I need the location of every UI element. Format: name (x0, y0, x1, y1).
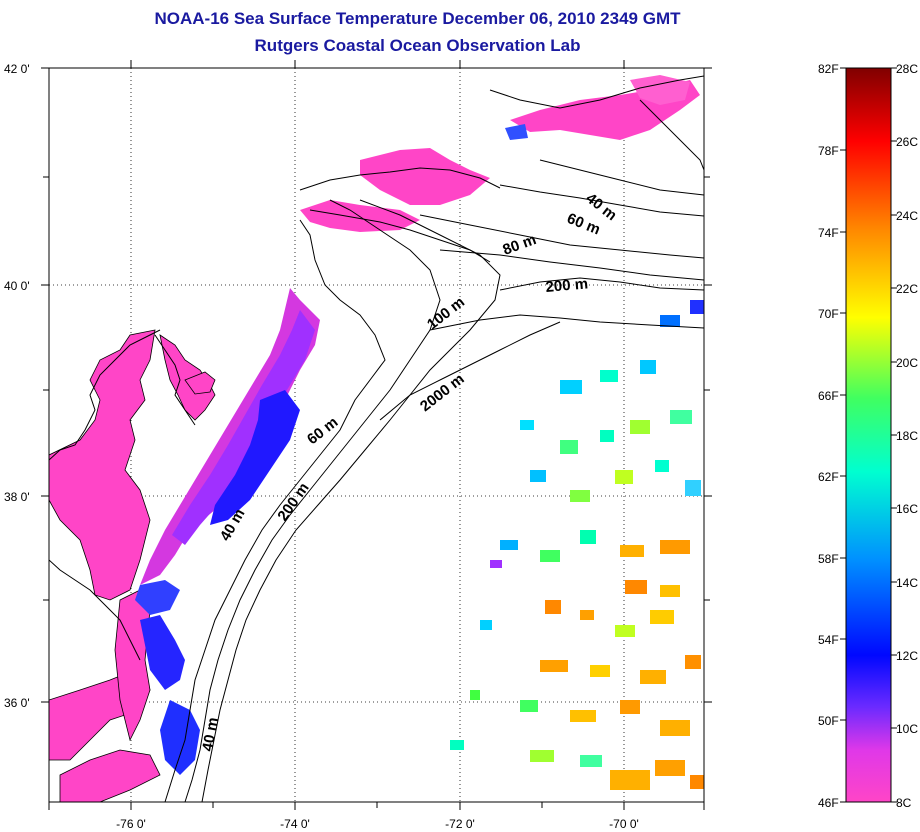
colorbar: 82F 78F 74F 70F 66F 62F 58F 54F 50F 46F … (818, 62, 918, 810)
colorbar-f-label: 70F (818, 307, 839, 321)
colorbar-f-label: 46F (818, 796, 839, 810)
colorbar-f-label: 78F (818, 144, 839, 158)
coastal-sst-band (135, 68, 700, 775)
colorbar-c-label: 20C (896, 356, 918, 370)
map-title: NOAA-16 Sea Surface Temperature December… (154, 9, 681, 28)
longitude-labels: -76 0' -74 0' -72 0' -70 0' (116, 817, 639, 831)
colorbar-c-label: 10C (896, 722, 918, 736)
latitude-labels: 42 0' 40 0' 38 0' 36 0' (4, 62, 30, 710)
contour-label: 40 m (199, 716, 222, 753)
colorbar-c-label: 26C (896, 135, 918, 149)
colorbar-f-label: 54F (818, 633, 839, 647)
colorbar-c-label: 16C (896, 502, 918, 516)
colorbar-ticks (840, 67, 897, 803)
map-ticks (41, 60, 712, 810)
bays-cold-water (49, 329, 216, 802)
colorbar-f-label: 50F (818, 714, 839, 728)
contour-label: 200 m (545, 275, 589, 296)
colorbar-gradient (845, 67, 892, 803)
colorbar-f-label: 74F (818, 226, 839, 240)
lat-label: 36 0' (4, 696, 30, 710)
offshore-sst-patches (450, 300, 704, 790)
map-subtitle: Rutgers Coastal Ocean Observation Lab (254, 36, 581, 55)
colorbar-c-label: 22C (896, 282, 918, 296)
colorbar-c-labels: 28C 26C 24C 22C 20C 18C 16C 14C 12C 10C … (896, 62, 918, 810)
colorbar-f-label: 66F (818, 389, 839, 403)
colorbar-f-labels: 82F 78F 74F 70F 66F 62F 58F 54F 50F 46F (818, 62, 839, 810)
colorbar-c-label: 12C (896, 649, 918, 663)
lat-label: 38 0' (4, 490, 30, 504)
lat-label: 42 0' (4, 62, 30, 76)
colorbar-c-label: 14C (896, 576, 918, 590)
coastline-and-isobaths (49, 75, 704, 802)
lon-label: -76 0' (116, 817, 146, 831)
colorbar-f-label: 62F (818, 470, 839, 484)
colorbar-c-label: 18C (896, 429, 918, 443)
colorbar-c-label: 8C (896, 796, 912, 810)
colorbar-c-label: 24C (896, 209, 918, 223)
lon-label: -70 0' (609, 817, 639, 831)
colorbar-c-label: 28C (896, 62, 918, 76)
lon-label: -74 0' (280, 817, 310, 831)
colorbar-f-label: 58F (818, 552, 839, 566)
lat-label: 40 0' (4, 279, 30, 293)
colorbar-f-label: 82F (818, 62, 839, 76)
lon-label: -72 0' (445, 817, 475, 831)
